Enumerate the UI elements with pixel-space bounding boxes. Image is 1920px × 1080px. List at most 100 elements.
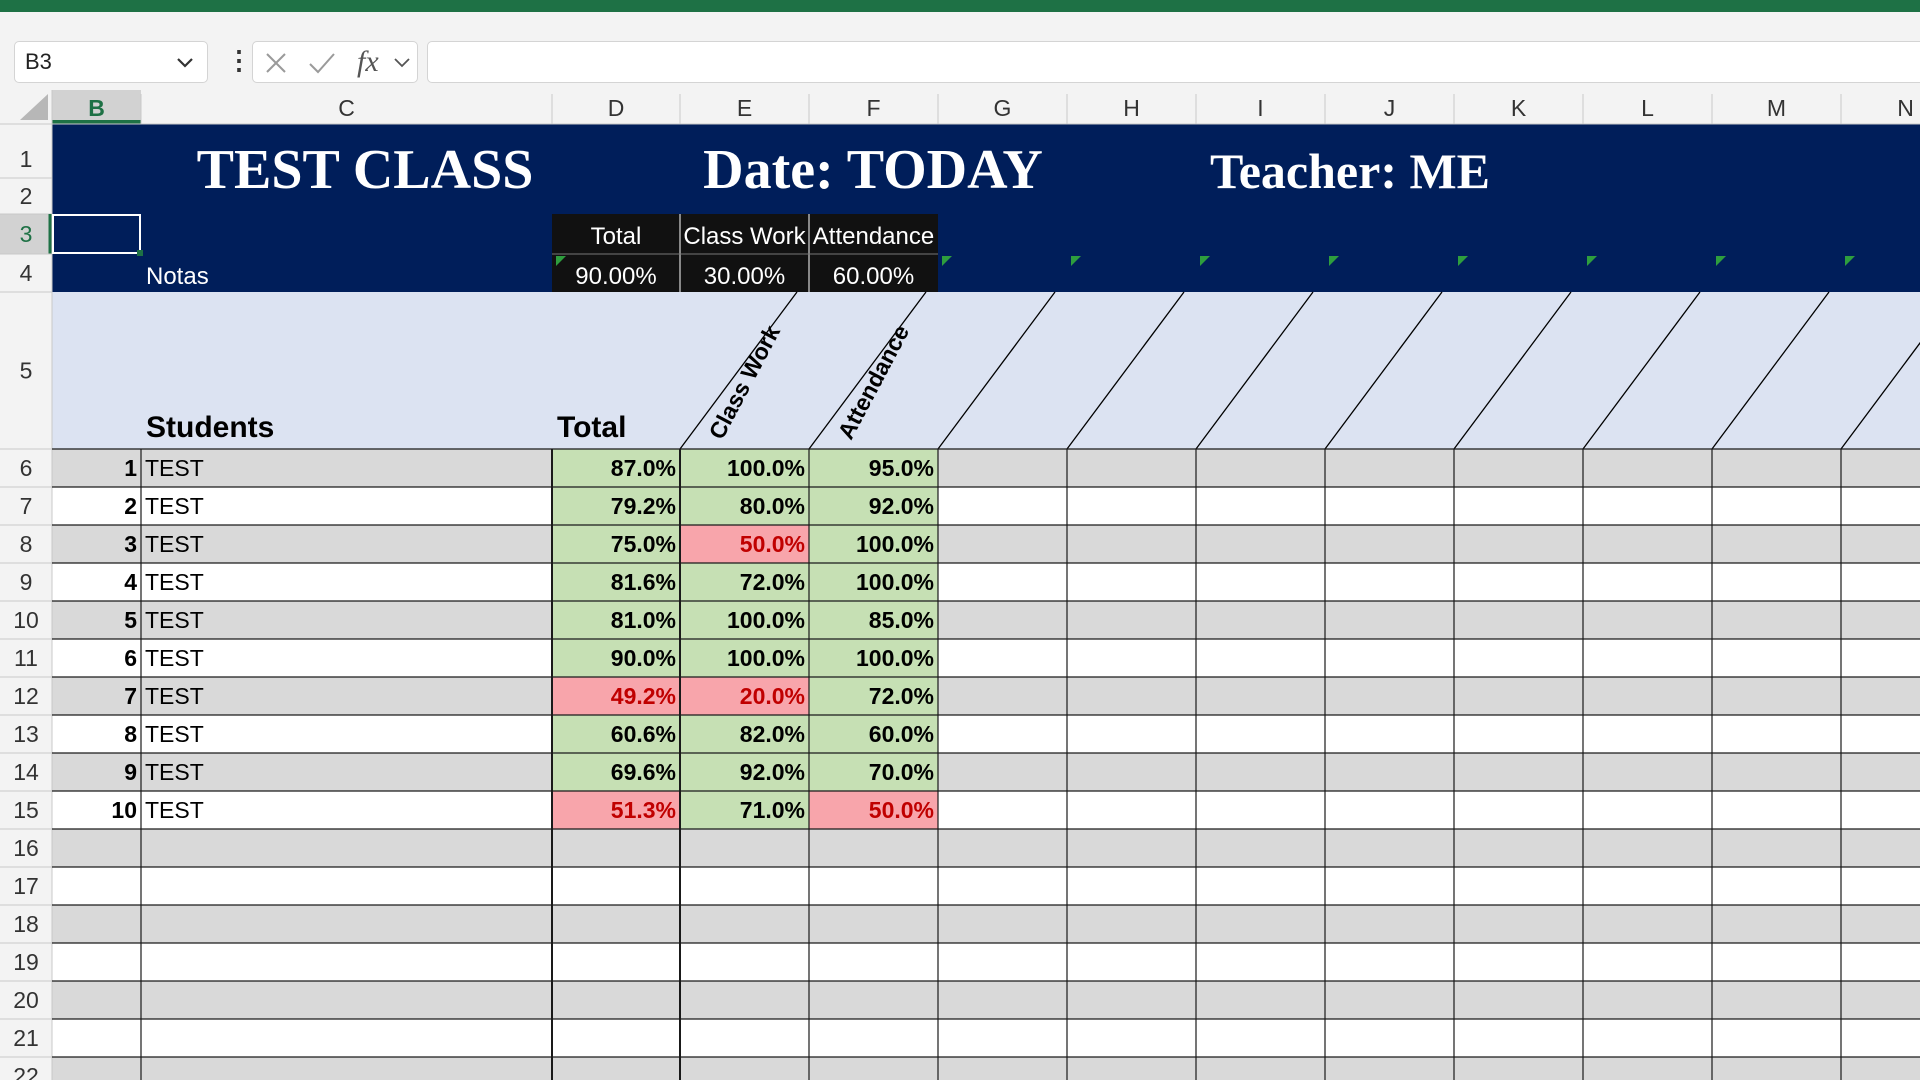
diagonal-header-line [1582,291,1701,450]
grade-value: 87.0% [611,455,676,481]
row-header-7: 7 [20,493,33,519]
row-header-12: 12 [13,683,39,709]
column-header-D: D [608,95,625,121]
grade-value: 100.0% [727,455,805,481]
grade-cell[interactable] [809,525,938,563]
cell-error-marker [1329,256,1339,266]
grade-cell[interactable] [809,753,938,791]
weight-label: Class Work [683,223,806,250]
select-all-button[interactable] [20,94,48,120]
grade-cell[interactable] [552,601,680,639]
diagonal-header-line [1324,291,1443,450]
grade-cell[interactable] [680,487,809,525]
chevron-down-icon[interactable] [393,54,411,72]
grade-value: 72.0% [740,569,805,595]
enter-icon[interactable] [307,50,337,76]
grade-cell[interactable] [809,639,938,677]
grade-value: 69.6% [611,759,676,785]
row-header-selected [0,214,52,254]
grade-cell[interactable] [552,525,680,563]
table-row [52,867,1920,905]
grade-cell[interactable] [680,525,809,563]
grade-value: 60.0% [869,721,934,747]
cell-error-marker [1200,256,1210,266]
grade-cell[interactable] [680,563,809,601]
column-header-B: B [88,95,105,121]
grade-cell[interactable] [680,639,809,677]
grade-cell[interactable] [552,449,680,487]
grade-cell[interactable] [809,677,938,715]
cancel-icon[interactable] [263,50,289,76]
grade-cell[interactable] [809,487,938,525]
table-row [52,601,1920,639]
column-header-M: M [1767,95,1786,121]
grade-cell[interactable] [809,449,938,487]
grade-value: 20.0% [740,683,805,709]
column-header-bar [0,90,1920,124]
name-box[interactable]: B3 [14,41,208,83]
student-number: 9 [124,759,137,785]
grade-cell[interactable] [809,715,938,753]
grade-cell[interactable] [552,487,680,525]
cell-error-marker [1458,256,1468,266]
grade-value: 95.0% [869,455,934,481]
grade-cell[interactable] [680,449,809,487]
weight-value: 30.00% [704,263,785,290]
weight-label: Attendance [813,223,934,250]
table-row [52,487,1920,525]
row-header-1: 1 [20,146,33,172]
column-header-J: J [1384,95,1396,121]
grade-cell[interactable] [552,715,680,753]
row-header-4: 4 [20,260,33,286]
column-header-F: F [866,95,880,121]
grade-value: 92.0% [740,759,805,785]
row-header-8: 8 [20,531,33,557]
table-row [52,1019,1920,1057]
grade-cell[interactable] [809,563,938,601]
table-row [52,943,1920,981]
grade-value: 90.0% [611,645,676,671]
chevron-down-icon[interactable] [175,52,195,72]
grade-value: 92.0% [869,493,934,519]
grade-cell[interactable] [809,791,938,829]
grade-cell[interactable] [680,753,809,791]
formula-input[interactable] [427,41,1920,83]
weight-label: Total [591,223,642,250]
grade-cell[interactable] [552,639,680,677]
grade-value: 60.6% [611,721,676,747]
more-options-icon[interactable]: ⋮ [226,45,252,75]
table-row [52,563,1920,601]
grade-value: 49.2% [611,683,676,709]
active-cell-B3[interactable] [52,214,141,254]
column-header-I: I [1257,95,1263,121]
diagonal-header-line [1453,291,1572,450]
formula-actions: fx [252,41,418,83]
cell-error-marker [1071,256,1081,266]
student-number: 5 [124,607,137,633]
grade-cell[interactable] [680,715,809,753]
grade-cell[interactable] [680,677,809,715]
grade-cell[interactable] [552,677,680,715]
class-date: Date: TODAY [703,139,1043,201]
row-header-2: 2 [20,183,33,209]
table-row [52,639,1920,677]
grade-cell[interactable] [809,601,938,639]
cell-error-marker [1845,256,1855,266]
fill-handle[interactable] [137,250,143,256]
grade-cell[interactable] [552,753,680,791]
function-icon[interactable]: fx [357,45,379,78]
student-name: TEST [145,683,204,709]
grade-value: 81.6% [611,569,676,595]
grade-cell[interactable] [552,791,680,829]
grade-cell[interactable] [552,563,680,601]
row-header-14: 14 [13,759,39,785]
row-header-20: 20 [13,987,39,1013]
weights-table [552,214,938,292]
row-header-17: 17 [13,873,39,899]
student-number: 2 [124,493,137,519]
grade-cell[interactable] [680,791,809,829]
grade-value: 80.0% [740,493,805,519]
grade-value: 50.0% [869,797,934,823]
grade-cell[interactable] [680,601,809,639]
